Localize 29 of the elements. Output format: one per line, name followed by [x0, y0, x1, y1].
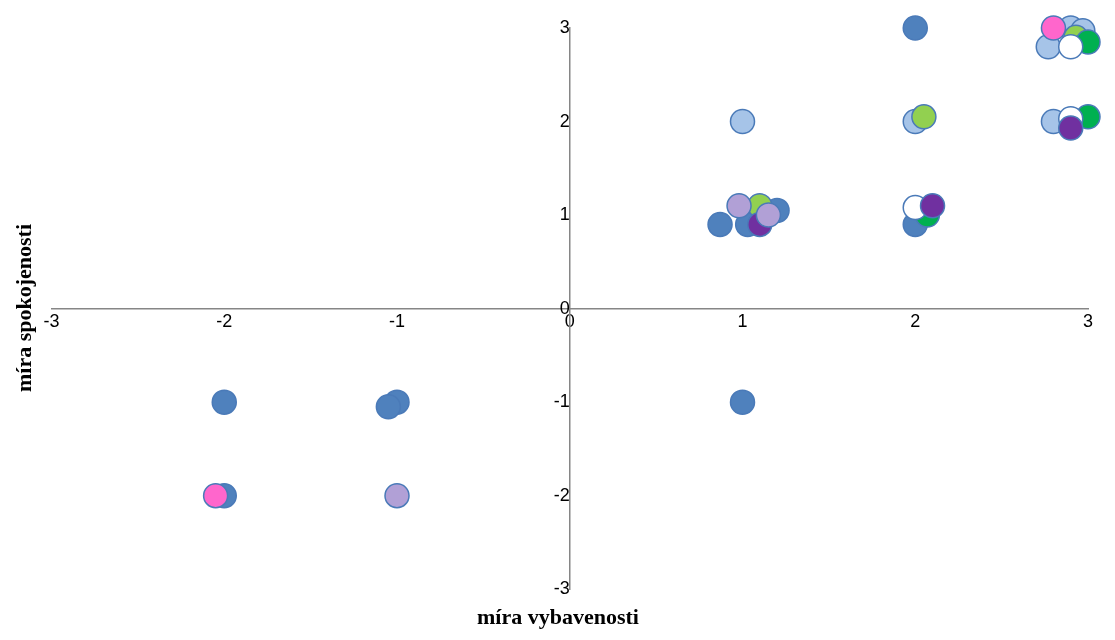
x-tick-label: 2	[910, 311, 921, 332]
x-tick-label: 3	[1082, 311, 1094, 332]
x-tick-label: 1	[737, 311, 748, 332]
point	[375, 394, 402, 420]
point	[911, 104, 937, 130]
point	[755, 202, 782, 228]
point	[1057, 115, 1084, 141]
y-axis-title: míra spokojenosti	[11, 223, 37, 393]
point	[729, 108, 756, 135]
point	[1057, 33, 1084, 60]
x-tick-label: -2	[216, 311, 233, 332]
y-tick-label: 1	[559, 204, 570, 225]
point	[729, 389, 756, 415]
point	[202, 482, 229, 509]
x-tick-label: -1	[388, 311, 406, 332]
point	[919, 192, 946, 219]
point	[1040, 15, 1067, 41]
point	[902, 15, 928, 41]
point	[726, 192, 752, 219]
y-tick-label: 2	[559, 110, 570, 131]
x-axis-title: míra vybavenosti	[476, 604, 640, 630]
point	[707, 211, 733, 238]
y-tick-label: -1	[553, 391, 570, 412]
y-tick-label: 3	[559, 16, 570, 37]
point	[211, 389, 237, 415]
point	[384, 482, 410, 509]
y-tick-label: -2	[553, 484, 570, 505]
y-tick-label: -3	[553, 578, 570, 599]
x-tick-label: -3	[43, 311, 60, 332]
